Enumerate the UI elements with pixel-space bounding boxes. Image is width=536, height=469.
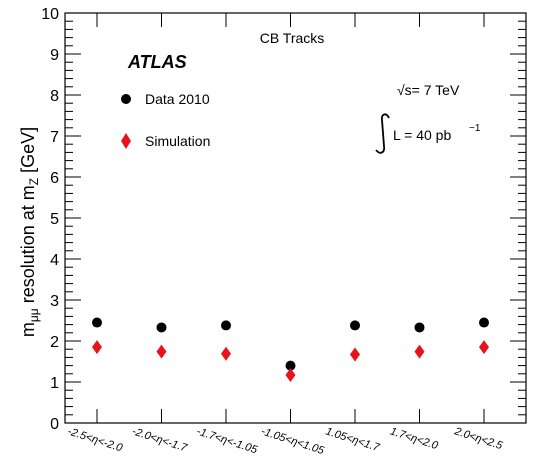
experiment-label: ATLAS <box>127 52 187 72</box>
y-tick-label: 3 <box>50 293 59 310</box>
x-category-label: 1.7<η<2.0 <box>389 425 441 452</box>
x-category-label: -2.0<η<-1.7 <box>131 425 190 454</box>
y-tick-label: 6 <box>50 170 59 187</box>
simulation-point <box>479 340 489 355</box>
plot-frame <box>64 12 527 424</box>
data-point <box>156 322 167 333</box>
y-tick-label: 7 <box>50 129 59 146</box>
chart-marks <box>92 317 489 383</box>
data-point <box>285 360 296 371</box>
luminosity-text: L = 40 pb <box>393 127 451 143</box>
chart-title: CB Tracks <box>260 30 325 46</box>
legend: Data 2010 Simulation <box>121 91 210 149</box>
luminosity-label: L = 40 pb −1 <box>375 113 481 154</box>
x-category-label: -1.7<η<-1.05 <box>195 425 259 456</box>
y-tick-label: 8 <box>50 88 59 105</box>
y-tick-label: 10 <box>41 6 59 23</box>
legend-simulation-marker <box>121 133 131 149</box>
x-category-label: -1.05<η<1.05 <box>260 425 327 457</box>
data-point <box>414 322 425 333</box>
y-axis-label-middle: resolution at m <box>18 185 38 308</box>
y-tick-label: 0 <box>50 416 59 433</box>
simulation-point <box>221 346 231 361</box>
y-tick-label: 4 <box>50 252 59 269</box>
legend-data-label: Data 2010 <box>145 91 210 107</box>
simulation-point <box>156 344 167 359</box>
x-category-label: 2.0<η<2.5 <box>452 425 505 452</box>
legend-data-marker <box>121 94 131 104</box>
simulation-point <box>285 368 296 383</box>
data-point <box>479 317 489 328</box>
integral-sign <box>375 113 390 154</box>
luminosity-exponent: −1 <box>469 123 481 134</box>
y-tick-label: 1 <box>50 375 59 392</box>
y-axis-label-unit: [GeV] <box>18 127 38 178</box>
energy-label: √s= 7 TeV <box>397 82 460 98</box>
x-category-label: -2.5<η<-2.0 <box>66 425 125 454</box>
y-axis-label-z: Z <box>27 178 41 185</box>
x-category-label: 1.05<η<1.7 <box>324 425 381 454</box>
y-axis-label-m: m <box>18 322 38 337</box>
y-axis-label-mumu: μμ <box>27 308 41 322</box>
legend-simulation-label: Simulation <box>145 133 210 149</box>
y-tick-label: 5 <box>50 211 59 228</box>
simulation-point <box>92 340 102 355</box>
y-axis-label: mμμ resolution at mZ [GeV] <box>18 127 41 337</box>
data-point <box>350 320 360 331</box>
simulation-point <box>350 347 360 362</box>
data-point <box>221 320 231 331</box>
data-point <box>92 317 102 328</box>
simulation-point <box>414 344 425 359</box>
y-tick-label: 9 <box>50 47 59 64</box>
chart-axes: 0 1 2 3 4 5 6 7 8 9 10 -2.5<η<-2.0 -2.0<η<-1.7 -1.7<η… <box>41 6 527 457</box>
y-tick-label: 2 <box>50 334 59 351</box>
